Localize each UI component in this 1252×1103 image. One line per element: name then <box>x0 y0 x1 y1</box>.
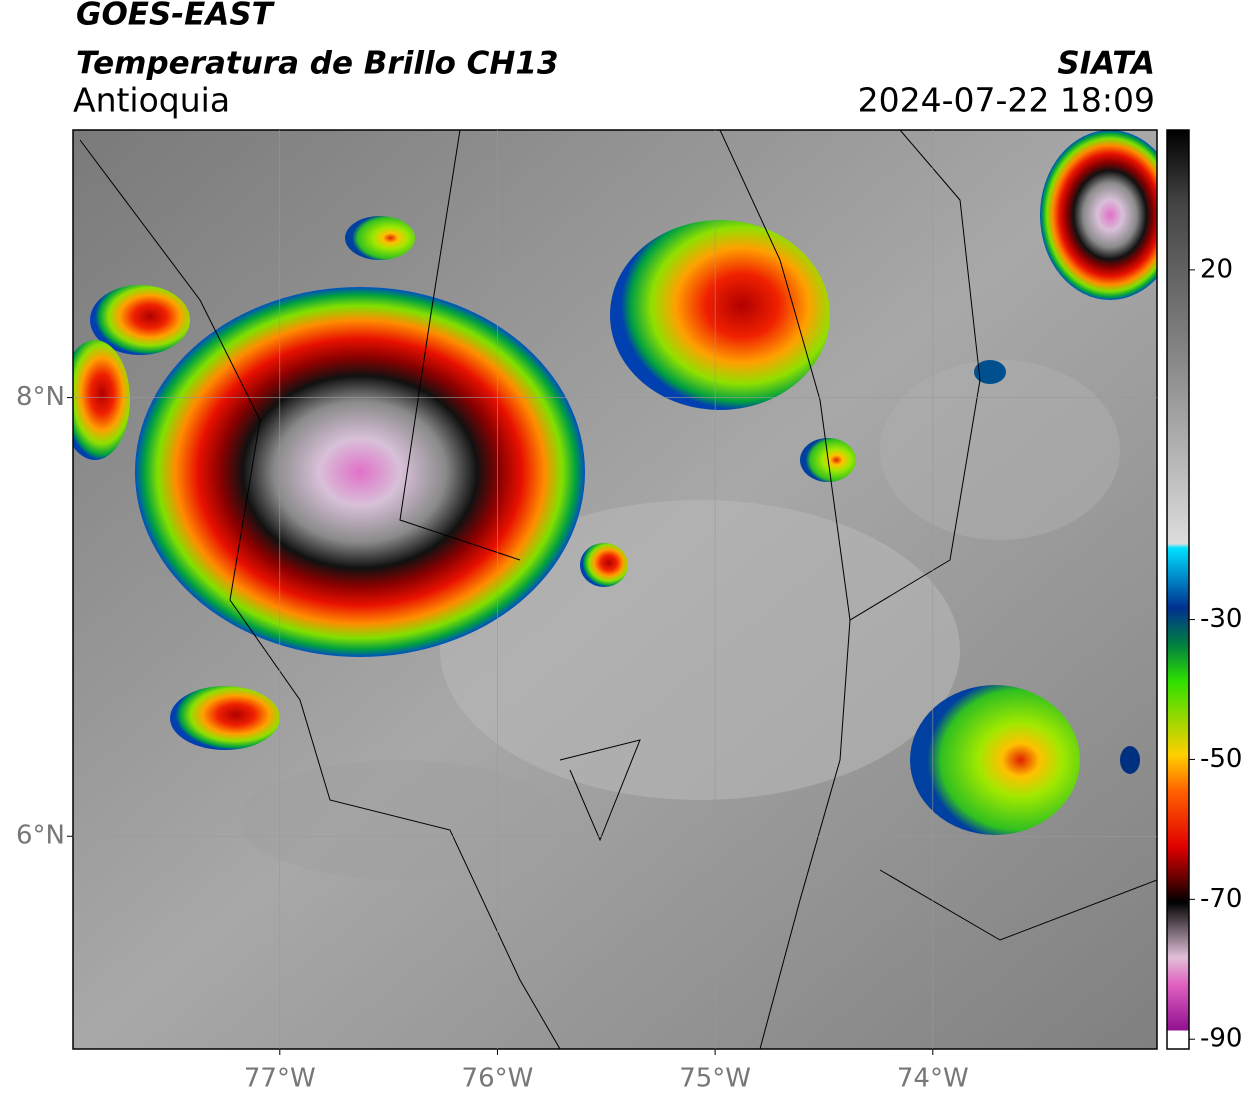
map-image <box>73 130 1157 1049</box>
x-tick-label: 76°W <box>462 1064 534 1094</box>
colorbar-tick-label: -50 <box>1200 744 1242 774</box>
x-tick-label: 77°W <box>244 1064 316 1094</box>
colorbar-tick-label: -70 <box>1200 884 1242 914</box>
colorbar-tick-label: -30 <box>1200 604 1242 634</box>
subtitle: Temperatura de Brillo CH13 <box>76 46 559 82</box>
region: Antioquia <box>73 81 230 120</box>
datetime: 2024-07-22 18:09 <box>858 81 1155 120</box>
y-tick-label: 6°N <box>16 821 65 851</box>
x-tick-label: 75°W <box>679 1064 751 1094</box>
y-tick-label: 8°N <box>16 382 65 412</box>
colorbar-tick-label: -90 <box>1200 1024 1242 1054</box>
x-tick-label: 74°W <box>897 1064 969 1094</box>
colorbar-tick-label: 20 <box>1200 254 1233 284</box>
title: GOES-EAST <box>76 0 276 33</box>
source: SIATA <box>1057 46 1155 82</box>
map-frame <box>72 129 1158 1050</box>
colorbar <box>1166 129 1190 1050</box>
